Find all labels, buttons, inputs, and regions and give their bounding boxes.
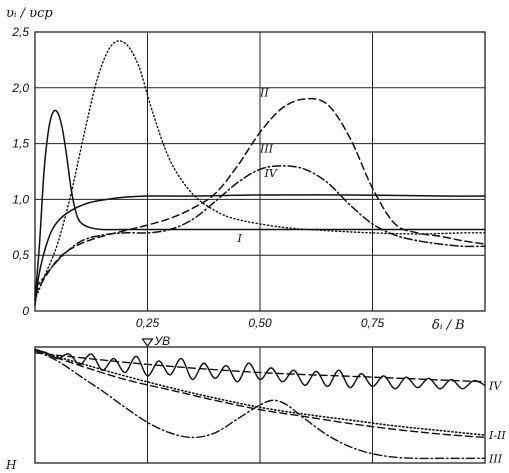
series-line-iii <box>34 349 486 460</box>
x-tick-label: 0,25 <box>136 316 160 330</box>
series-label: IV <box>264 167 278 180</box>
series-line-iv <box>34 109 486 301</box>
series-line-iv <box>34 352 486 383</box>
y-tick-label: 0 <box>22 304 29 318</box>
series-label: III <box>259 143 274 156</box>
series-label: III <box>488 452 503 465</box>
series-line-i-ii <box>34 349 486 436</box>
series-label: I <box>237 232 243 245</box>
plot-frame <box>34 346 486 464</box>
y-tick-label: 1,5 <box>12 137 29 151</box>
y-axis-label: υᵢ / υср <box>6 6 53 21</box>
y-axis-label: H <box>5 458 17 472</box>
top-chart: 0 0,5 1,0 1,5 2,0 2,5 0,25 0,50 0,75 υᵢ / υср δᵢ /… <box>6 6 486 333</box>
water-level-marker-icon <box>141 338 154 348</box>
x-tick-label: 0,75 <box>361 316 385 330</box>
plot-frame <box>34 31 486 312</box>
y-tick-label: 2,0 <box>11 81 29 95</box>
series-line-iii <box>34 165 486 290</box>
water-level-label: УВ <box>154 334 171 348</box>
series-label: IV <box>488 379 502 392</box>
x-tick-label: 0,50 <box>248 316 272 330</box>
series-line-base <box>34 194 486 307</box>
series-line-i-ii <box>34 349 486 439</box>
bottom-chart: УВ H IV I-II III <box>5 334 506 472</box>
x-axis-label: δᵢ / B <box>432 318 465 333</box>
series-line-i <box>34 40 486 301</box>
y-tick-label: 2,5 <box>11 25 29 39</box>
series-line-ii <box>34 97 486 296</box>
y-tick-label: 1,0 <box>12 192 29 206</box>
y-tick-label: 0,5 <box>12 248 29 262</box>
series-label: I-II <box>488 429 506 442</box>
series-label: II <box>259 87 269 100</box>
